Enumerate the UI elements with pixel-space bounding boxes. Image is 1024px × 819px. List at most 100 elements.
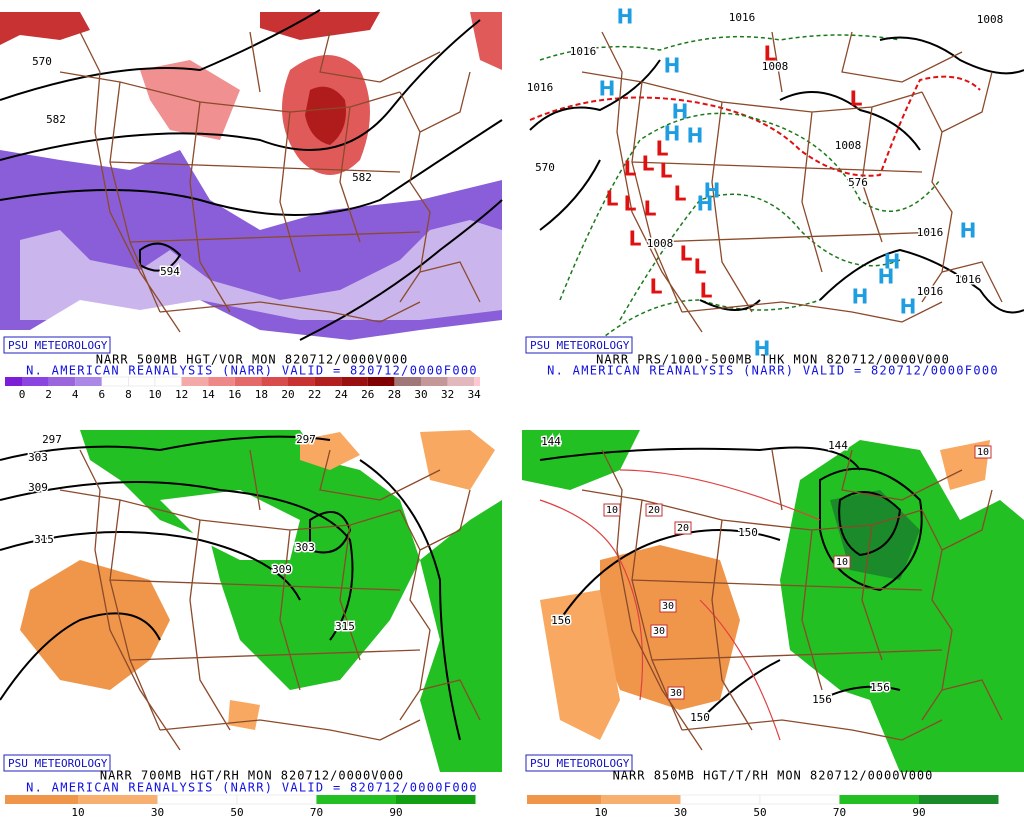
- colorbar-segment: [527, 795, 601, 804]
- colorbar-label: 30: [151, 806, 164, 819]
- colorbar-segment: [839, 795, 919, 804]
- low-center: L: [674, 182, 687, 206]
- low-center: L: [644, 197, 657, 221]
- colorbar-label: 50: [230, 806, 243, 819]
- badge: PSU METEOROLOGY: [8, 339, 108, 352]
- rh-dry: [540, 440, 990, 740]
- map-frame: [522, 12, 1024, 355]
- high-center: H: [878, 265, 895, 289]
- colorbar-label: 24: [335, 388, 349, 401]
- contour-label: 1016: [570, 45, 597, 58]
- high-center: H: [960, 219, 977, 243]
- colorbar-segment: [680, 794, 761, 805]
- colorbar-label: 10: [71, 806, 84, 819]
- colorbar-segment: [234, 377, 262, 386]
- panel-subtitle: N. AMERICAN REANALYSIS (NARR) VALID = 82…: [26, 781, 478, 795]
- contour-label: 156: [812, 693, 832, 706]
- high-center: H: [852, 285, 869, 309]
- contour-label: 1016: [527, 81, 554, 94]
- temperature-box: [974, 445, 992, 459]
- colorbar-segment: [236, 794, 317, 805]
- high-center: H: [617, 5, 634, 29]
- contour-label: 150: [738, 526, 758, 539]
- temperature-box: [650, 624, 668, 638]
- colorbar-segment: [101, 376, 129, 387]
- contour-label: 315: [34, 533, 54, 546]
- colorbar-label: 10: [148, 388, 161, 401]
- contour-label: 156: [870, 681, 890, 694]
- rh-moist: [522, 430, 640, 490]
- contour-label: 315: [335, 620, 355, 633]
- colorbar-segment: [157, 794, 238, 805]
- contour-label: 303: [28, 451, 48, 464]
- colorbar-label: 70: [310, 806, 323, 819]
- panel-title: NARR 700MB HGT/RH MON 820712/0000V000: [100, 769, 404, 783]
- colorbar-segment: [341, 377, 368, 386]
- high-center: H: [687, 124, 704, 148]
- thickness-contour: [529, 75, 981, 177]
- height-contour: [0, 435, 461, 741]
- contour-label: 297: [42, 433, 62, 446]
- high-center: H: [704, 179, 721, 203]
- panel-pressure: [522, 12, 1024, 355]
- vorticity-max: [260, 12, 380, 40]
- low-center: L: [694, 255, 707, 279]
- colorbar-segment: [22, 377, 49, 386]
- contour-label: 1008: [762, 60, 789, 73]
- temperature-label: 10: [606, 505, 618, 516]
- contour-label: 1016: [917, 226, 944, 239]
- rh-very-moist: [830, 490, 920, 580]
- rh-moist: [420, 500, 502, 772]
- colorbar-label: 12: [175, 388, 188, 401]
- rh-gap: [160, 490, 300, 560]
- colorbar-segment: [128, 376, 156, 387]
- colorbar-segment: [601, 795, 681, 804]
- colorbar-label: 90: [389, 806, 402, 819]
- contour-label: 144: [541, 435, 561, 448]
- panel-title: NARR PRS/1000-500MB THK MON 820712/0000V…: [596, 353, 950, 367]
- colorbar-segment: [759, 794, 840, 805]
- colorbar-label: 30: [674, 806, 687, 819]
- colorbar-segment: [78, 795, 158, 804]
- panel-500mb: [0, 9, 503, 355]
- panel-subtitle: N. AMERICAN REANALYSIS (NARR) VALID = 82…: [547, 364, 999, 378]
- vorticity-max: [470, 12, 502, 70]
- colorbar-label: 18: [255, 388, 268, 401]
- low-center: L: [624, 192, 637, 216]
- low-center: L: [606, 187, 619, 211]
- colorbar-label: 70: [833, 806, 846, 819]
- contour-label: 1008: [647, 237, 674, 250]
- vorticity-gap: [20, 220, 502, 320]
- colorbar-segment: [154, 376, 182, 387]
- badge: PSU METEOROLOGY: [8, 757, 108, 770]
- colorbar-segment: [474, 377, 480, 386]
- high-center: H: [599, 77, 616, 101]
- badge: PSU METEOROLOGY: [530, 339, 630, 352]
- colorbar-label: 28: [388, 388, 401, 401]
- panel-title: NARR 500MB HGT/VOR MON 820712/0000V000: [96, 353, 409, 367]
- low-center: L: [660, 159, 673, 183]
- colorbar-segment: [5, 377, 22, 386]
- contour-label: 576: [848, 176, 868, 189]
- contour-label: 309: [28, 481, 48, 494]
- contour-label: 144: [828, 439, 848, 452]
- contour-label: 594: [160, 265, 180, 278]
- colorbar-label: 20: [281, 388, 294, 401]
- high-center: H: [672, 100, 689, 124]
- temperature-label: 20: [648, 505, 660, 516]
- high-center: H: [664, 54, 681, 78]
- high-center: H: [884, 250, 901, 274]
- colorbar-segment: [288, 377, 315, 386]
- low-center: L: [764, 42, 777, 66]
- pressure-contour: [529, 36, 1024, 314]
- panel-700mb: [0, 430, 502, 772]
- contour-label: 309: [272, 563, 292, 576]
- badge: PSU METEOROLOGY: [530, 757, 630, 770]
- height-contour: [0, 9, 503, 341]
- colorbar-segment: [75, 377, 102, 386]
- temperature-box: [674, 521, 692, 535]
- colorbar-segment: [314, 377, 342, 386]
- contour-label: 297: [296, 433, 316, 446]
- badge-box: [525, 336, 633, 354]
- colorbar-label: 10: [594, 806, 607, 819]
